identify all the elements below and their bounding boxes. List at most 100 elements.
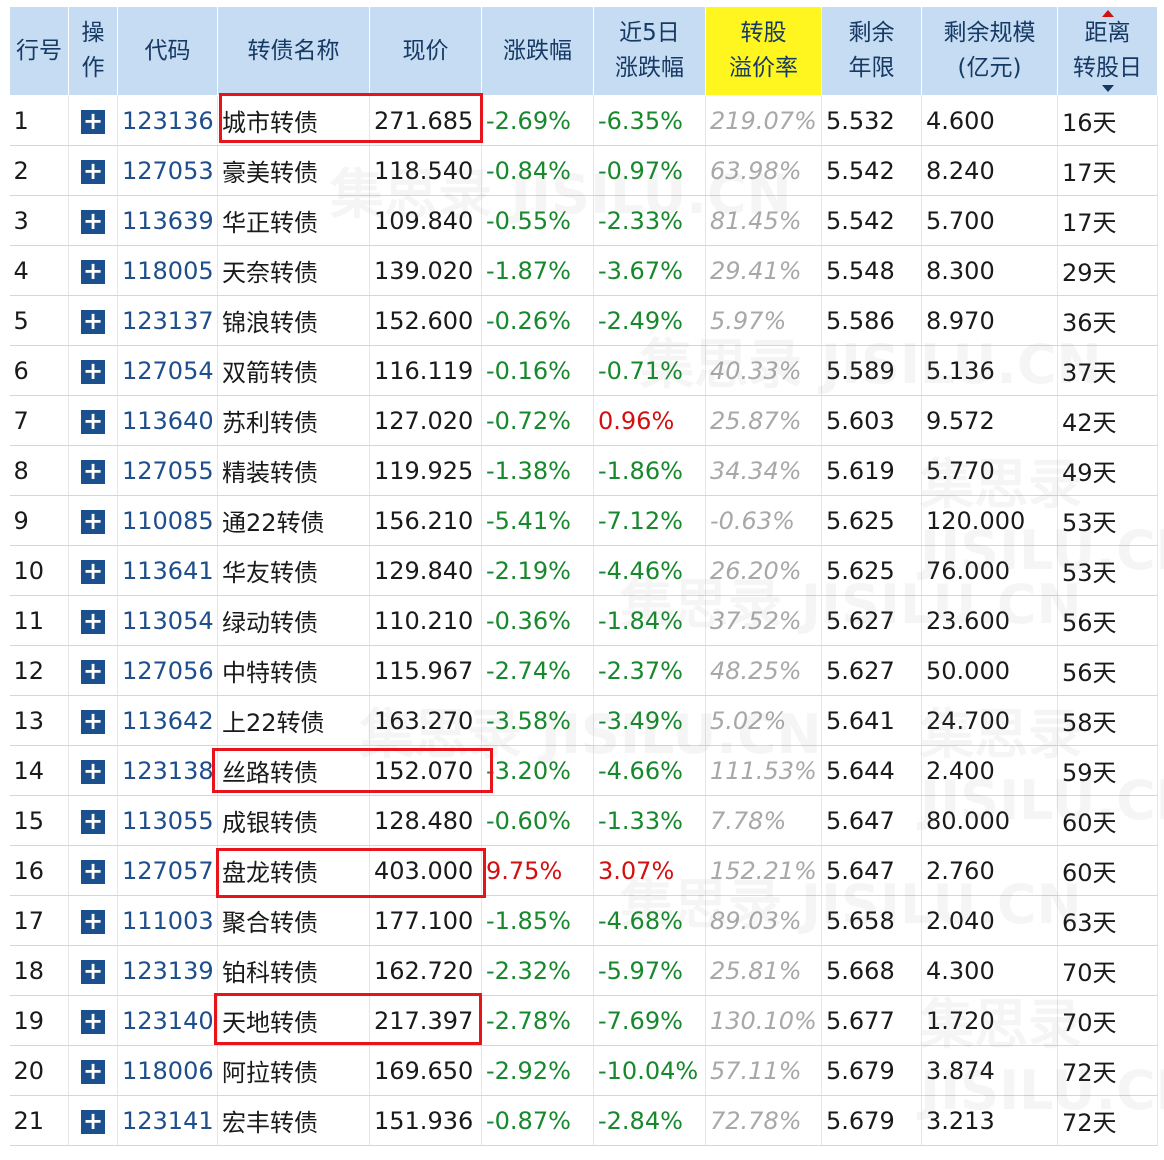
- table-row[interactable]: 6 +127054 双箭转债 116.119 -0.16% -0.71% 40.33% 5.5…: [9, 345, 1158, 396]
- table-row[interactable]: 13 +113642 上22转债 163.270 -3.58% -3.49% 5.02% 5.…: [9, 695, 1158, 746]
- bond-name[interactable]: 通22转债: [217, 495, 370, 546]
- plus-icon[interactable]: +: [81, 1056, 105, 1085]
- table-row[interactable]: 18 +123139 铂科转债 162.720 -2.32% -5.97% 25.81% 5.…: [9, 945, 1158, 996]
- table-row[interactable]: 11 +113054 绿动转债 110.210 -0.36% -1.84% 37.52% 5.…: [9, 595, 1158, 646]
- header-remaining-years[interactable]: 剩余 年限: [821, 6, 922, 96]
- bond-code-link[interactable]: 123139: [117, 945, 218, 996]
- bond-name[interactable]: 豪美转债: [217, 145, 370, 196]
- plus-icon[interactable]: +: [81, 806, 105, 835]
- plus-icon[interactable]: +: [81, 956, 105, 985]
- bond-name[interactable]: 上22转债: [217, 695, 370, 746]
- bond-name[interactable]: 中特转债: [217, 645, 370, 696]
- bond-name[interactable]: 成银转债: [217, 795, 370, 846]
- bond-name[interactable]: 华正转债: [217, 195, 370, 246]
- table-row[interactable]: 12 +127056 中特转债 115.967 -2.74% -2.37% 48.25% 5.…: [9, 645, 1158, 696]
- header-row-no[interactable]: 行号: [9, 6, 69, 96]
- bond-code-link[interactable]: 111003: [117, 895, 218, 946]
- table-row[interactable]: 10 +113641 华友转债 129.840 -2.19% -4.46% 26.20% 5.…: [9, 545, 1158, 596]
- header-days-to-conversion[interactable]: 距离 转股日: [1057, 6, 1158, 96]
- plus-icon[interactable]: +: [81, 356, 105, 385]
- bond-name[interactable]: 绿动转债: [217, 595, 370, 646]
- bond-name[interactable]: 聚合转债: [217, 895, 370, 946]
- bond-name[interactable]: 华友转债: [217, 545, 370, 596]
- row-action-cell: +: [68, 595, 118, 646]
- bond-name[interactable]: 城市转债: [217, 95, 370, 146]
- bond-name[interactable]: 苏利转债: [217, 395, 370, 446]
- plus-icon[interactable]: +: [81, 1106, 105, 1135]
- table-row[interactable]: 21 +123141 宏丰转债 151.936 -0.87% -2.84% 72.78% 5.…: [9, 1095, 1158, 1146]
- header-conversion-premium[interactable]: 转股 溢价率: [705, 6, 822, 96]
- bond-name[interactable]: 铂科转债: [217, 945, 370, 996]
- plus-icon[interactable]: +: [81, 606, 105, 635]
- table-row[interactable]: 8 +127055 精装转债 119.925 -1.38% -1.86% 34.34% 5.6…: [9, 445, 1158, 496]
- bond-name[interactable]: 丝路转债: [217, 745, 370, 796]
- header-remaining-scale[interactable]: 剩余规模 (亿元): [921, 6, 1058, 96]
- bond-name[interactable]: 锦浪转债: [217, 295, 370, 346]
- bond-name[interactable]: 天奈转债: [217, 245, 370, 296]
- bond-code-link[interactable]: 123140: [117, 995, 218, 1046]
- plus-icon[interactable]: +: [81, 456, 105, 485]
- table-row[interactable]: 7 +113640 苏利转债 127.020 -0.72% 0.96% 25.87% 5.60…: [9, 395, 1158, 446]
- table-row[interactable]: 16 +127057 盘龙转债 403.000 9.75% 3.07% 152.21% 5.6…: [9, 845, 1158, 896]
- bond-code-link[interactable]: 113055: [117, 795, 218, 846]
- table-row[interactable]: 5 +123137 锦浪转债 152.600 -0.26% -2.49% 5.97% 5.58…: [9, 295, 1158, 346]
- header-change[interactable]: 涨跌幅: [481, 6, 594, 96]
- table-row[interactable]: 4 +118005 天奈转债 139.020 -1.87% -3.67% 29.41% 5.5…: [9, 245, 1158, 296]
- bond-name[interactable]: 阿拉转债: [217, 1045, 370, 1096]
- plus-icon[interactable]: +: [81, 206, 105, 235]
- bond-code-link[interactable]: 127057: [117, 845, 218, 896]
- bond-code-link[interactable]: 118006: [117, 1045, 218, 1096]
- bond-code-link[interactable]: 123137: [117, 295, 218, 346]
- bond-name[interactable]: 精装转债: [217, 445, 370, 496]
- table-row[interactable]: 2 +127053 豪美转债 118.540 -0.84% -0.97% 63.98% 5.5…: [9, 145, 1158, 196]
- bond-name[interactable]: 双箭转债: [217, 345, 370, 396]
- header-name[interactable]: 转债名称: [217, 6, 370, 96]
- bond-name[interactable]: 宏丰转债: [217, 1095, 370, 1146]
- bond-code-link[interactable]: 113641: [117, 545, 218, 596]
- bond-name[interactable]: 盘龙转债: [217, 845, 370, 896]
- bond-code-link[interactable]: 127056: [117, 645, 218, 696]
- bond-code-link[interactable]: 127053: [117, 145, 218, 196]
- table-row[interactable]: 14 +123138 丝路转债 152.070 -3.20% -4.66% 111.53% 5…: [9, 745, 1158, 796]
- table-row[interactable]: 1 +123136 城市转债 271.685 -2.69% -6.35% 219.07% 5.…: [9, 95, 1158, 146]
- bond-code-link[interactable]: 118005: [117, 245, 218, 296]
- bond-code-link[interactable]: 113639: [117, 195, 218, 246]
- bond-code-link[interactable]: 123138: [117, 745, 218, 796]
- plus-icon[interactable]: +: [81, 656, 105, 685]
- bond-code-link[interactable]: 123136: [117, 95, 218, 146]
- plus-icon[interactable]: +: [81, 856, 105, 885]
- bond-code-link[interactable]: 113054: [117, 595, 218, 646]
- header-code[interactable]: 代码: [117, 6, 218, 96]
- plus-icon[interactable]: +: [81, 756, 105, 785]
- sort-asc-icon[interactable]: [1101, 10, 1114, 17]
- table-row[interactable]: 20 +118006 阿拉转债 169.650 -2.92% -10.04% 57.11% 5…: [9, 1045, 1158, 1096]
- sort-desc-icon[interactable]: [1101, 85, 1114, 92]
- plus-icon[interactable]: +: [81, 106, 105, 135]
- plus-icon[interactable]: +: [81, 256, 105, 285]
- table-row[interactable]: 3 +113639 华正转债 109.840 -0.55% -2.33% 81.45% 5.5…: [9, 195, 1158, 246]
- bond-code-link[interactable]: 127054: [117, 345, 218, 396]
- bond-code-link[interactable]: 113640: [117, 395, 218, 446]
- current-price: 156.210: [369, 495, 482, 546]
- bond-code-link[interactable]: 110085: [117, 495, 218, 546]
- plus-icon[interactable]: +: [81, 156, 105, 185]
- plus-icon[interactable]: +: [81, 506, 105, 535]
- plus-icon[interactable]: +: [81, 906, 105, 935]
- bond-code-link[interactable]: 113642: [117, 695, 218, 746]
- bond-code-link[interactable]: 123141: [117, 1095, 218, 1146]
- plus-icon[interactable]: +: [81, 306, 105, 335]
- header-5day-change[interactable]: 近5日 涨跌幅: [593, 6, 706, 96]
- table-row[interactable]: 19 +123140 天地转债 217.397 -2.78% -7.69% 130.10% 5…: [9, 995, 1158, 1046]
- bond-name[interactable]: 天地转债: [217, 995, 370, 1046]
- row-number: 2: [9, 145, 69, 196]
- plus-icon[interactable]: +: [81, 1006, 105, 1035]
- header-price[interactable]: 现价: [369, 6, 482, 96]
- plus-icon[interactable]: +: [81, 406, 105, 435]
- table-row[interactable]: 15 +113055 成银转债 128.480 -0.60% -1.33% 7.78% 5.6…: [9, 795, 1158, 846]
- table-row[interactable]: 9 +110085 通22转债 156.210 -5.41% -7.12% -0.63% 5.…: [9, 495, 1158, 546]
- plus-icon[interactable]: +: [81, 556, 105, 585]
- bond-code-link[interactable]: 127055: [117, 445, 218, 496]
- plus-icon[interactable]: +: [81, 706, 105, 735]
- remaining-scale: 4.600: [921, 95, 1058, 146]
- table-row[interactable]: 17 +111003 聚合转债 177.100 -1.85% -4.68% 89.03% 5.…: [9, 895, 1158, 946]
